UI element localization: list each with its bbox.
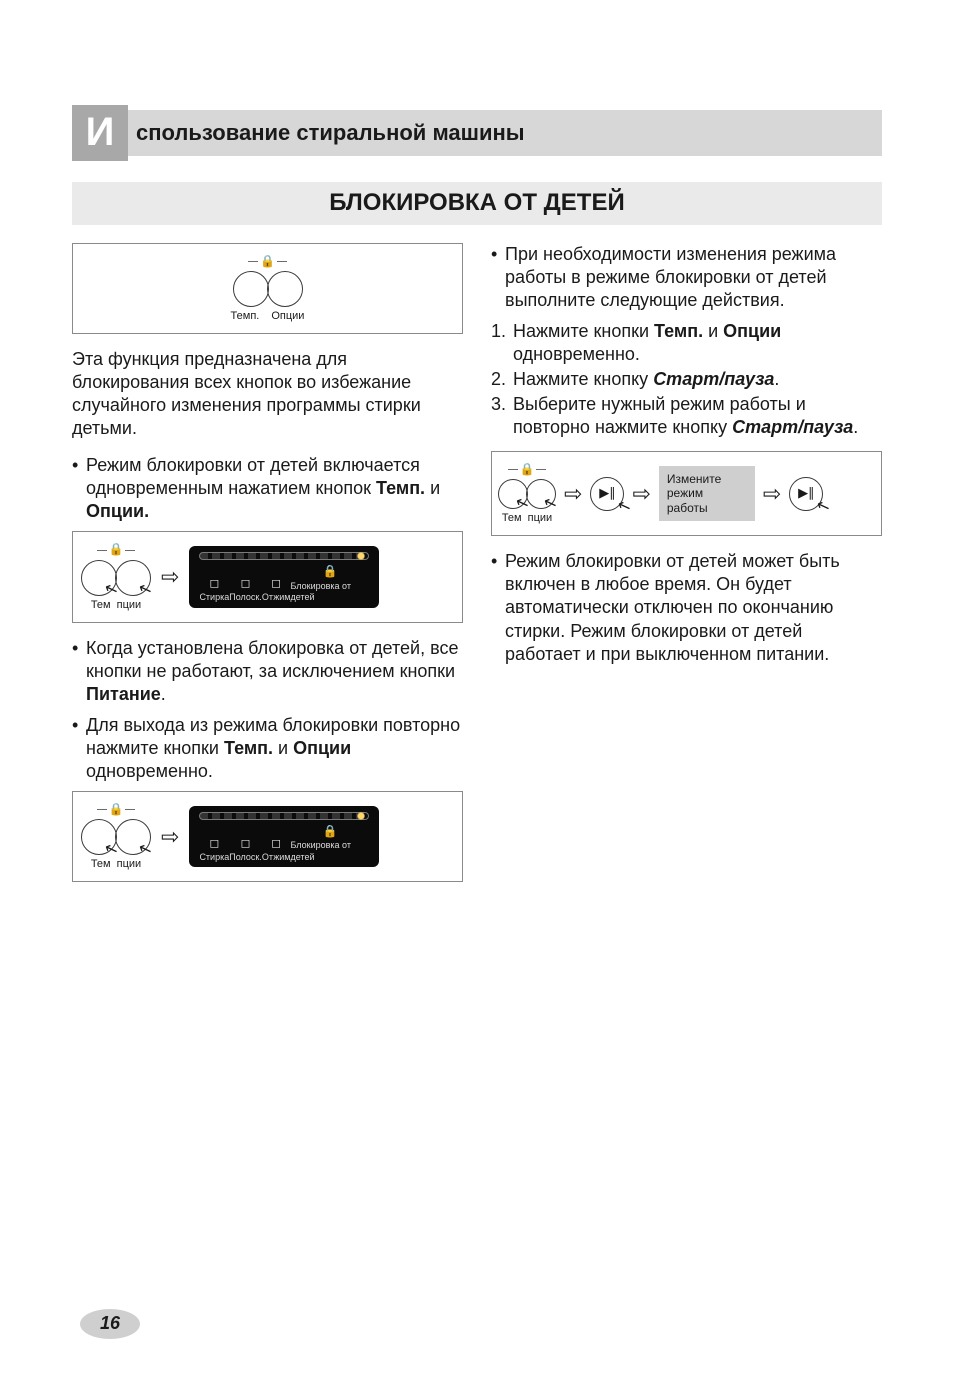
chapter-header: И спользование стиральной машины — [72, 110, 882, 156]
list-item: • Когда установлена блокировка от детей,… — [72, 637, 463, 706]
content-columns: 🔒 Темп. Опции Эта функция предназначена … — [72, 243, 882, 897]
list-item: • Режим блокировки от детей включается о… — [72, 454, 463, 523]
temp-button-icon: ↖ — [81, 819, 117, 855]
label-options: Опции — [271, 309, 304, 323]
lock-icon: 🔒 — [322, 824, 337, 839]
lock-icon: 🔒 — [322, 564, 337, 579]
panel-label: Отжим — [262, 592, 291, 604]
figure-lock-activate: 🔒 ↖ ↖ Тем пции ⇨ ◻Стирка ◻Полоск. ◻Отжим — [72, 531, 463, 622]
chapter-drop-cap: И — [72, 105, 128, 161]
progress-bar-icon — [199, 552, 369, 560]
figure-two-buttons: 🔒 Темп. Опции — [72, 243, 463, 334]
panel-label: Блокировка от детей — [290, 840, 369, 863]
figure-change-mode: 🔒 ↖ ↖ Тем пции ⇨ ▶∥ ↖ ⇨ Измените режим — [491, 451, 882, 536]
cursor-icon: ↖ — [814, 496, 834, 520]
arrow-icon: ⇨ — [632, 480, 650, 508]
panel-label: Стирка — [199, 592, 229, 604]
arrow-icon: ⇨ — [161, 823, 179, 851]
list-item: • Для выхода из режима блокировки повтор… — [72, 714, 463, 783]
options-button-icon: ↖ — [115, 560, 151, 596]
list-item: • Режим блокировки от детей может быть в… — [491, 550, 882, 665]
list-item: • При необходимости изменения режима раб… — [491, 243, 882, 312]
start-pause-button-icon: ▶∥ ↖ — [590, 477, 624, 511]
arrow-icon: ⇨ — [564, 480, 582, 508]
step-item: 2. Нажмите кнопку Старт/пауза. — [491, 368, 882, 391]
start-pause-button-icon: ▶∥ ↖ — [789, 477, 823, 511]
panel-label: Блокировка от детей — [290, 581, 369, 604]
panel-label: Стирка — [199, 852, 229, 864]
right-column: • При необходимости изменения режима раб… — [491, 243, 882, 897]
section-title: БЛОКИРОВКА ОТ ДЕТЕЙ — [72, 182, 882, 225]
display-panel: ◻Стирка ◻Полоск. ◻Отжим 🔒Блокировка от д… — [189, 806, 379, 867]
lock-icon: 🔒 — [248, 254, 287, 269]
chapter-title: спользование стиральной машины — [128, 110, 882, 156]
options-button-icon: ↖ — [115, 819, 151, 855]
lock-icon: 🔒 — [508, 462, 547, 477]
figure-lock-deactivate: 🔒 ↖ ↖ Тем пции ⇨ ◻Стирка ◻Полоск. ◻Отжим — [72, 791, 463, 882]
options-button-icon — [267, 271, 303, 307]
left-column: 🔒 Темп. Опции Эта функция предназначена … — [72, 243, 463, 897]
arrow-icon: ⇨ — [161, 563, 179, 591]
temp-button-icon: ↖ — [81, 560, 117, 596]
display-panel: ◻Стирка ◻Полоск. ◻Отжим 🔒Блокировка от д… — [189, 546, 379, 607]
step-item: 1. Нажмите кнопки Темп. и Опции одноврем… — [491, 320, 882, 366]
progress-bar-icon — [199, 812, 369, 820]
step-item: 3. Выберите нужный режим работы и повтор… — [491, 393, 882, 439]
options-button-icon: ↖ — [526, 479, 556, 509]
page-number: 16 — [80, 1309, 140, 1339]
label-options: пции — [117, 598, 142, 612]
temp-button-icon: ↖ — [498, 479, 528, 509]
temp-button-icon — [233, 271, 269, 307]
arrow-icon: ⇨ — [763, 480, 781, 508]
lock-icon: 🔒 — [97, 802, 136, 817]
panel-label: Полоск. — [229, 592, 262, 604]
label-options: пции — [117, 857, 142, 871]
label-temp: Темп. — [231, 309, 260, 323]
panel-label: Полоск. — [229, 852, 262, 864]
lock-icon: 🔒 — [97, 542, 136, 557]
panel-label: Отжим — [262, 852, 291, 864]
intro-paragraph: Эта функция предназначена для блокирован… — [72, 348, 463, 440]
change-mode-box: Измените режим работы — [659, 466, 755, 521]
